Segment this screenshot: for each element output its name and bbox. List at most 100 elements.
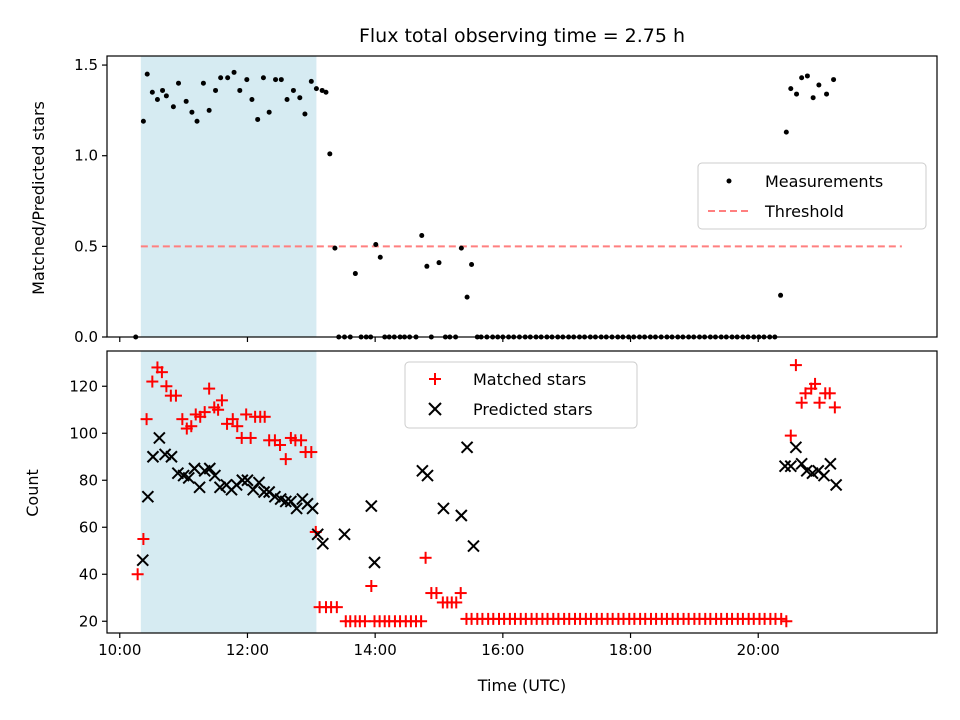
data-point (419, 551, 432, 564)
data-point (160, 380, 173, 393)
data-point (319, 87, 325, 93)
legend-predicted-label: Predicted stars (473, 400, 593, 419)
bottom-x-tick-label: 10:00 (98, 641, 141, 659)
data-point (258, 410, 271, 423)
data-point (804, 73, 810, 79)
bottom-x-tick-label: 20:00 (737, 641, 780, 659)
data-point (252, 476, 266, 489)
data-point (154, 97, 160, 103)
data-point (144, 71, 150, 77)
data-point (131, 568, 144, 581)
data-point (780, 615, 793, 628)
data-point (218, 75, 224, 81)
bottom-axes-frame (106, 350, 938, 634)
data-point (240, 408, 253, 421)
legend-predicted-marker (428, 402, 442, 416)
data-point (284, 97, 290, 103)
data-point (436, 260, 442, 266)
data-point (198, 406, 211, 419)
data-point (200, 80, 206, 86)
data-point (327, 151, 333, 157)
data-point (450, 596, 463, 609)
bottom-series-1 (136, 431, 843, 569)
data-point (788, 86, 794, 92)
data-point (176, 80, 182, 86)
data-point (824, 91, 830, 97)
data-point (255, 116, 261, 122)
bottom-x-tick-label: 14:00 (354, 641, 397, 659)
data-point (188, 462, 201, 475)
data-point (231, 420, 244, 433)
data-point (206, 107, 212, 113)
data-point (290, 502, 303, 515)
data-point (140, 413, 153, 426)
data-point (467, 539, 480, 553)
data-point (244, 77, 250, 83)
data-point (176, 413, 189, 426)
data-point (169, 389, 182, 402)
data-point (795, 396, 808, 409)
data-point (146, 375, 159, 388)
top-series-0 (133, 69, 837, 340)
data-point (316, 537, 330, 550)
data-point (352, 271, 358, 277)
data-point (458, 245, 464, 251)
bottom-series-0 (131, 359, 841, 628)
data-point (365, 580, 378, 592)
data-point (794, 91, 800, 97)
legend-matched-label: Matched stars (473, 370, 586, 389)
data-point (464, 294, 470, 300)
chart-title: Flux total observing time = 2.75 h (359, 25, 685, 47)
data-point (163, 93, 169, 99)
data-point (215, 394, 228, 407)
data-point (193, 481, 206, 494)
top-y-tick-label: 1.0 (74, 147, 98, 165)
data-point (829, 478, 843, 492)
data-point (297, 95, 303, 101)
data-point (225, 75, 231, 81)
data-point (279, 495, 292, 508)
data-point (311, 528, 324, 541)
data-point (237, 87, 243, 93)
data-point (817, 469, 831, 482)
data-point (373, 242, 379, 248)
data-point (795, 457, 808, 471)
data-point (149, 89, 155, 95)
bottom-panel: 20 40 60 80 100 120 10:00 12:00 14:00 16:00 18:00 2… (69, 350, 938, 659)
data-point (831, 77, 837, 83)
legend-matched-marker (429, 373, 441, 385)
data-point (469, 261, 475, 267)
data-point (789, 359, 802, 372)
data-point (155, 366, 168, 379)
data-point (208, 469, 222, 482)
data-point (136, 553, 149, 567)
bottom-y-tick-label: 40 (79, 565, 98, 583)
top-y-tick-label: 1.5 (74, 56, 98, 74)
data-point (212, 403, 225, 416)
top-axes-frame (106, 55, 938, 338)
data-point (419, 232, 425, 238)
data-point (784, 429, 797, 442)
data-point (226, 413, 239, 426)
data-point (140, 118, 146, 124)
bottom-y-tick-label: 100 (69, 424, 98, 442)
data-point (231, 69, 237, 75)
data-point (249, 97, 255, 103)
bottom-y-tick-label: 120 (69, 377, 98, 395)
data-point (784, 459, 797, 473)
bottom-legend-box (404, 361, 638, 429)
data-point (241, 474, 254, 487)
data-point (323, 89, 329, 95)
data-point (185, 420, 198, 433)
bottom-x-tick-label: 18:00 (609, 641, 652, 659)
data-point (828, 401, 841, 414)
data-point (332, 245, 338, 251)
data-point (305, 446, 318, 459)
top-legend: Measurements Threshold (697, 162, 927, 230)
data-point (137, 533, 150, 545)
data-point (257, 485, 271, 499)
data-point (213, 87, 219, 93)
top-shaded-span (140, 56, 317, 337)
data-point (189, 109, 195, 115)
data-point (273, 77, 279, 83)
